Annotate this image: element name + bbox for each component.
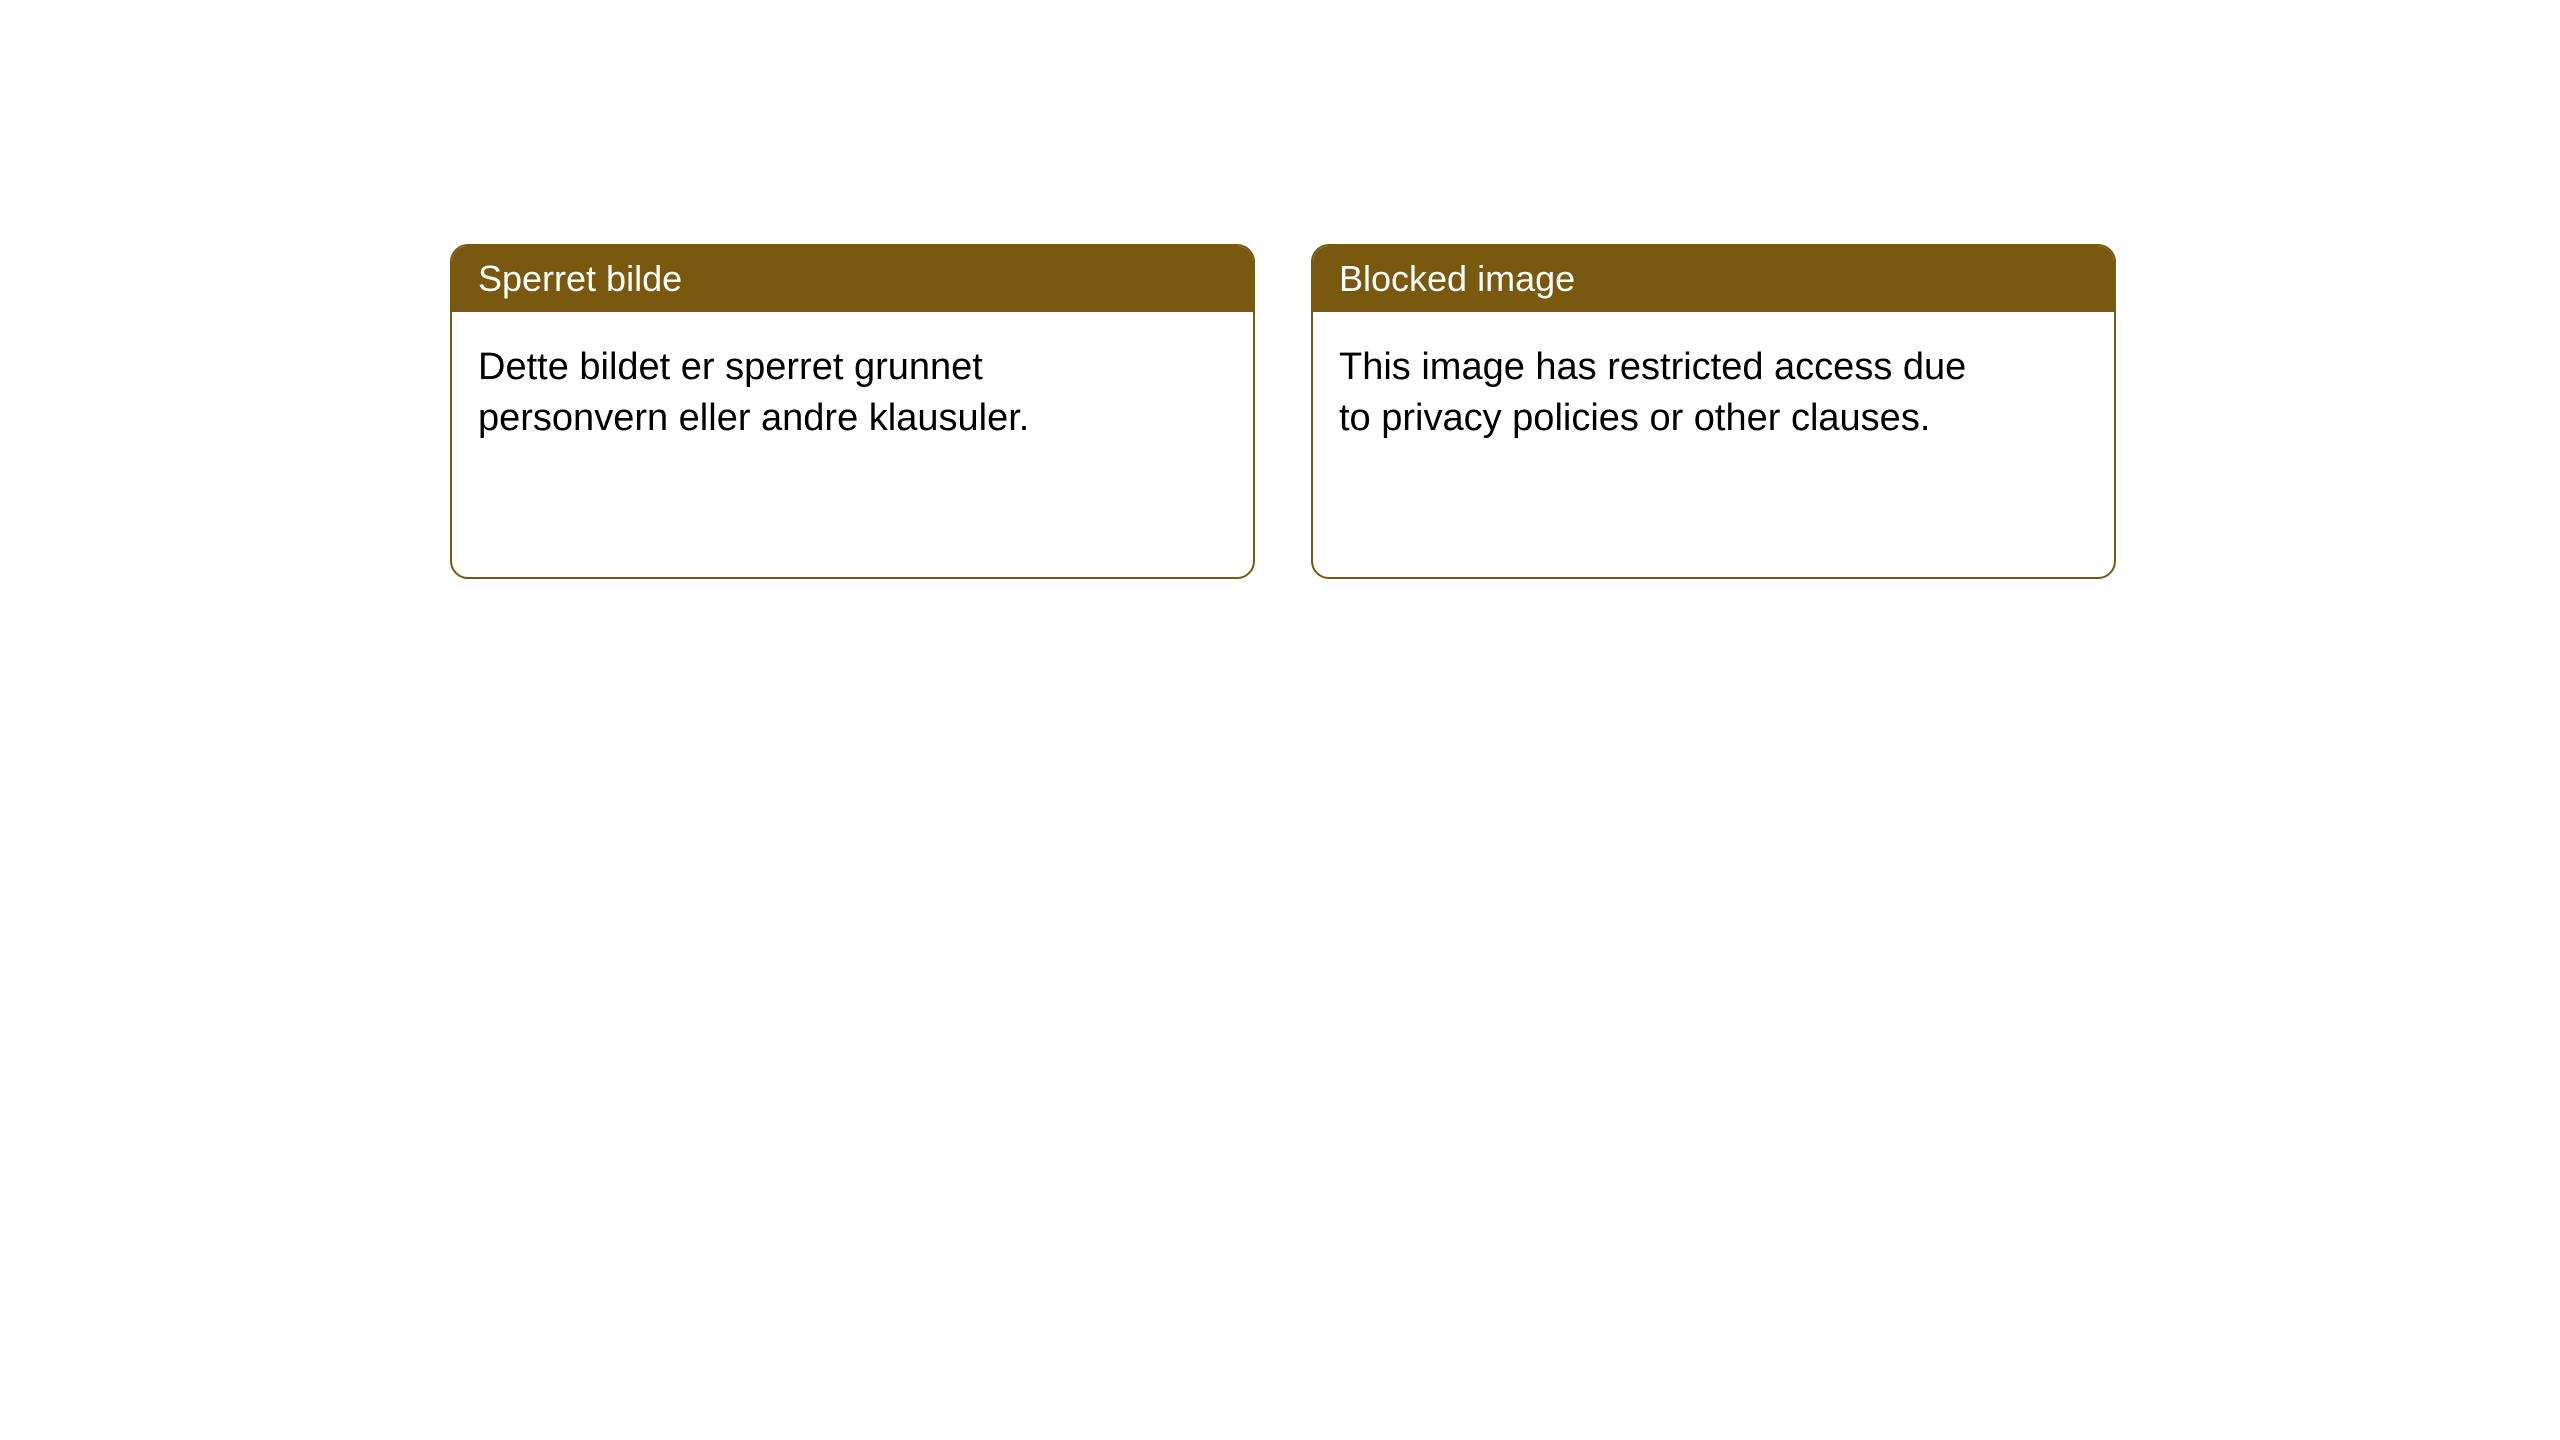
blocked-image-card-en: Blocked image This image has restricted … <box>1311 244 2116 579</box>
card-title-en: Blocked image <box>1313 246 2114 312</box>
blocked-image-card-no: Sperret bilde Dette bildet er sperret gr… <box>450 244 1255 579</box>
card-body-en: This image has restricted access due to … <box>1313 312 1993 475</box>
cards-container: Sperret bilde Dette bildet er sperret gr… <box>0 0 2560 579</box>
card-body-no: Dette bildet er sperret grunnet personve… <box>452 312 1132 475</box>
card-title-no: Sperret bilde <box>452 246 1253 312</box>
